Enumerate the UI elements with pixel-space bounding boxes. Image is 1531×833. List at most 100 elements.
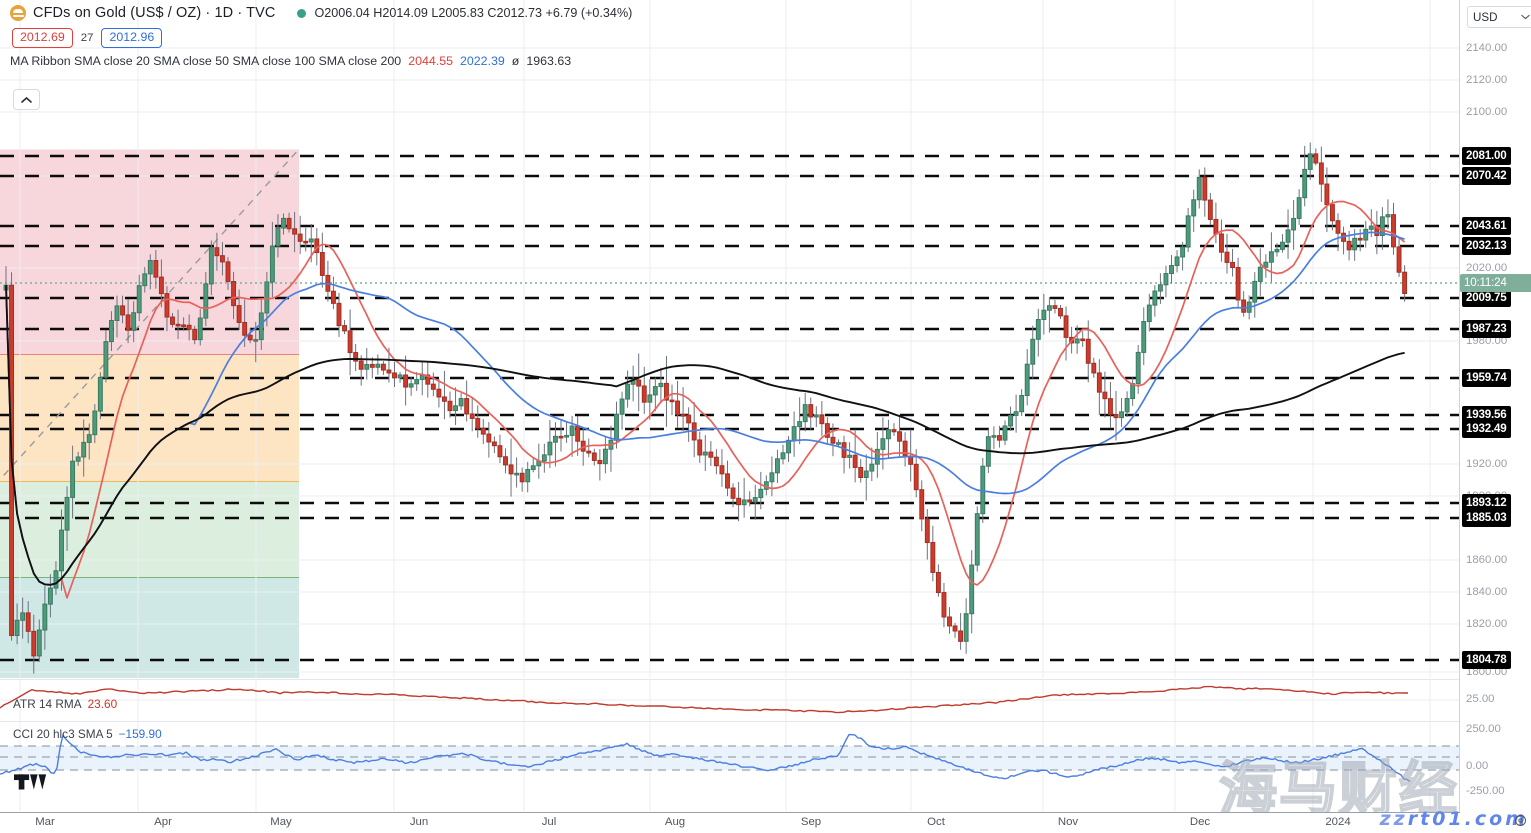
candle-body: [797, 421, 803, 428]
atr-indicator-pane[interactable]: [0, 679, 1460, 721]
candle-body: [303, 240, 309, 244]
candle-body: [503, 456, 508, 466]
candle-body: [1096, 372, 1102, 393]
price-level-label[interactable]: 2043.61: [1462, 217, 1511, 235]
candle-body: [725, 473, 730, 489]
candle-body: [491, 441, 497, 447]
price-level-label[interactable]: 2070.42: [1462, 167, 1511, 185]
currency-selector[interactable]: USD: [1467, 6, 1531, 28]
candle-body: [680, 414, 686, 417]
candle-body: [147, 260, 153, 275]
candle-body: [286, 217, 292, 230]
candle-body: [181, 324, 187, 328]
resistance-zone: [0, 150, 299, 355]
candle-body: [575, 425, 581, 442]
candle-body: [375, 363, 381, 368]
tradingview-logo[interactable]: [14, 770, 48, 797]
price-level-label[interactable]: 1939.56: [1462, 406, 1511, 424]
price-level-label[interactable]: 1987.23: [1462, 320, 1511, 338]
trendline-dashed[interactable]: [0, 147, 301, 485]
price-level-label[interactable]: 2081.00: [1462, 147, 1511, 165]
candle-body: [1302, 168, 1308, 199]
main-price-pane[interactable]: [0, 0, 1460, 678]
candle-body: [941, 592, 947, 618]
candle-body: [1124, 398, 1130, 413]
candle-body: [1152, 290, 1158, 306]
cci-label: CCI 20 hlc3 SMA 5: [13, 727, 113, 741]
candle-body: [258, 312, 264, 341]
candle-body: [553, 435, 558, 443]
candle-body: [1257, 266, 1263, 282]
candle-body: [225, 261, 231, 282]
candle-body: [247, 334, 253, 341]
candle-body: [1046, 305, 1052, 311]
price-tick: 1840.00: [1466, 586, 1508, 598]
candle-body: [508, 464, 514, 475]
candle-body: [1335, 220, 1341, 234]
candle-body: [109, 320, 114, 343]
candle-body: [813, 414, 819, 418]
candle-body: [397, 374, 403, 379]
candle-body: [120, 305, 125, 316]
candle-body: [480, 427, 486, 435]
time-scale[interactable]: Mar Apr May Jun Jul Aug Sep Oct Nov Dec 2024: [0, 812, 1460, 833]
candle-body: [364, 363, 370, 370]
sma-50-line[interactable]: [5, 231, 1405, 586]
candle-body: [1374, 225, 1380, 237]
price-level-label[interactable]: 2009.75: [1462, 289, 1511, 307]
candle-body: [1013, 411, 1019, 416]
price-tick: 1860.00: [1466, 554, 1508, 566]
collapse-legend-button[interactable]: [13, 89, 40, 110]
candle-body: [847, 454, 853, 458]
candle-body: [419, 374, 425, 381]
settings-corner-icon[interactable]: [1514, 814, 1527, 827]
candle-body: [220, 255, 225, 263]
candle-body: [830, 436, 836, 444]
candle-body: [924, 518, 930, 544]
chevron-down-icon: [1521, 14, 1530, 20]
candle-body: [386, 369, 392, 374]
candle-body: [819, 414, 825, 425]
candle-body: [86, 434, 92, 443]
atr-price-tick: 25.00: [1466, 693, 1495, 705]
candle-body: [636, 379, 642, 387]
candle-body: [64, 496, 70, 531]
price-level-label[interactable]: 1804.78: [1462, 651, 1511, 669]
price-level-label[interactable]: 1885.03: [1462, 509, 1511, 527]
atr-line[interactable]: [0, 685, 1408, 714]
candle-body: [1241, 299, 1247, 313]
price-level-label[interactable]: 1932.49: [1462, 420, 1511, 438]
candle-body: [569, 425, 575, 436]
sma-20-line[interactable]: [5, 200, 1406, 599]
candle-body: [1085, 338, 1091, 364]
candle-body: [730, 487, 736, 499]
cci-indicator-pane[interactable]: [0, 721, 1460, 811]
price-level-label[interactable]: 2032.13: [1462, 237, 1511, 255]
candle-body: [164, 293, 170, 318]
candle-body: [1008, 414, 1013, 427]
price-level-label[interactable]: 1959.74: [1462, 369, 1511, 387]
candle-body: [186, 324, 192, 330]
candle-body: [42, 603, 48, 631]
price-tick: 2020.00: [1466, 262, 1508, 274]
price-scale[interactable]: USD 2140.002120.002100.002060.002020.001…: [1459, 0, 1531, 812]
price-tick: 2100.00: [1466, 106, 1508, 118]
price-level-label[interactable]: 1893.12: [1462, 494, 1511, 512]
time-tick: Oct: [927, 816, 945, 828]
candle-body: [1402, 271, 1408, 294]
cci-line[interactable]: [0, 733, 1411, 783]
candle-body: [708, 451, 714, 458]
candle-body: [408, 383, 414, 388]
candle-body: [319, 252, 325, 276]
candle-body: [14, 619, 20, 637]
candle-body: [747, 499, 753, 503]
candle-body: [514, 472, 520, 476]
candle-body: [1219, 233, 1224, 253]
candle-body: [442, 396, 447, 402]
time-tick: 2024: [1325, 816, 1351, 828]
candle-body: [1318, 162, 1324, 185]
sma-200-line[interactable]: [5, 285, 1405, 586]
candle-body: [602, 448, 608, 465]
price-tick: 1920.00: [1466, 458, 1508, 470]
time-tick: Mar: [35, 816, 55, 828]
